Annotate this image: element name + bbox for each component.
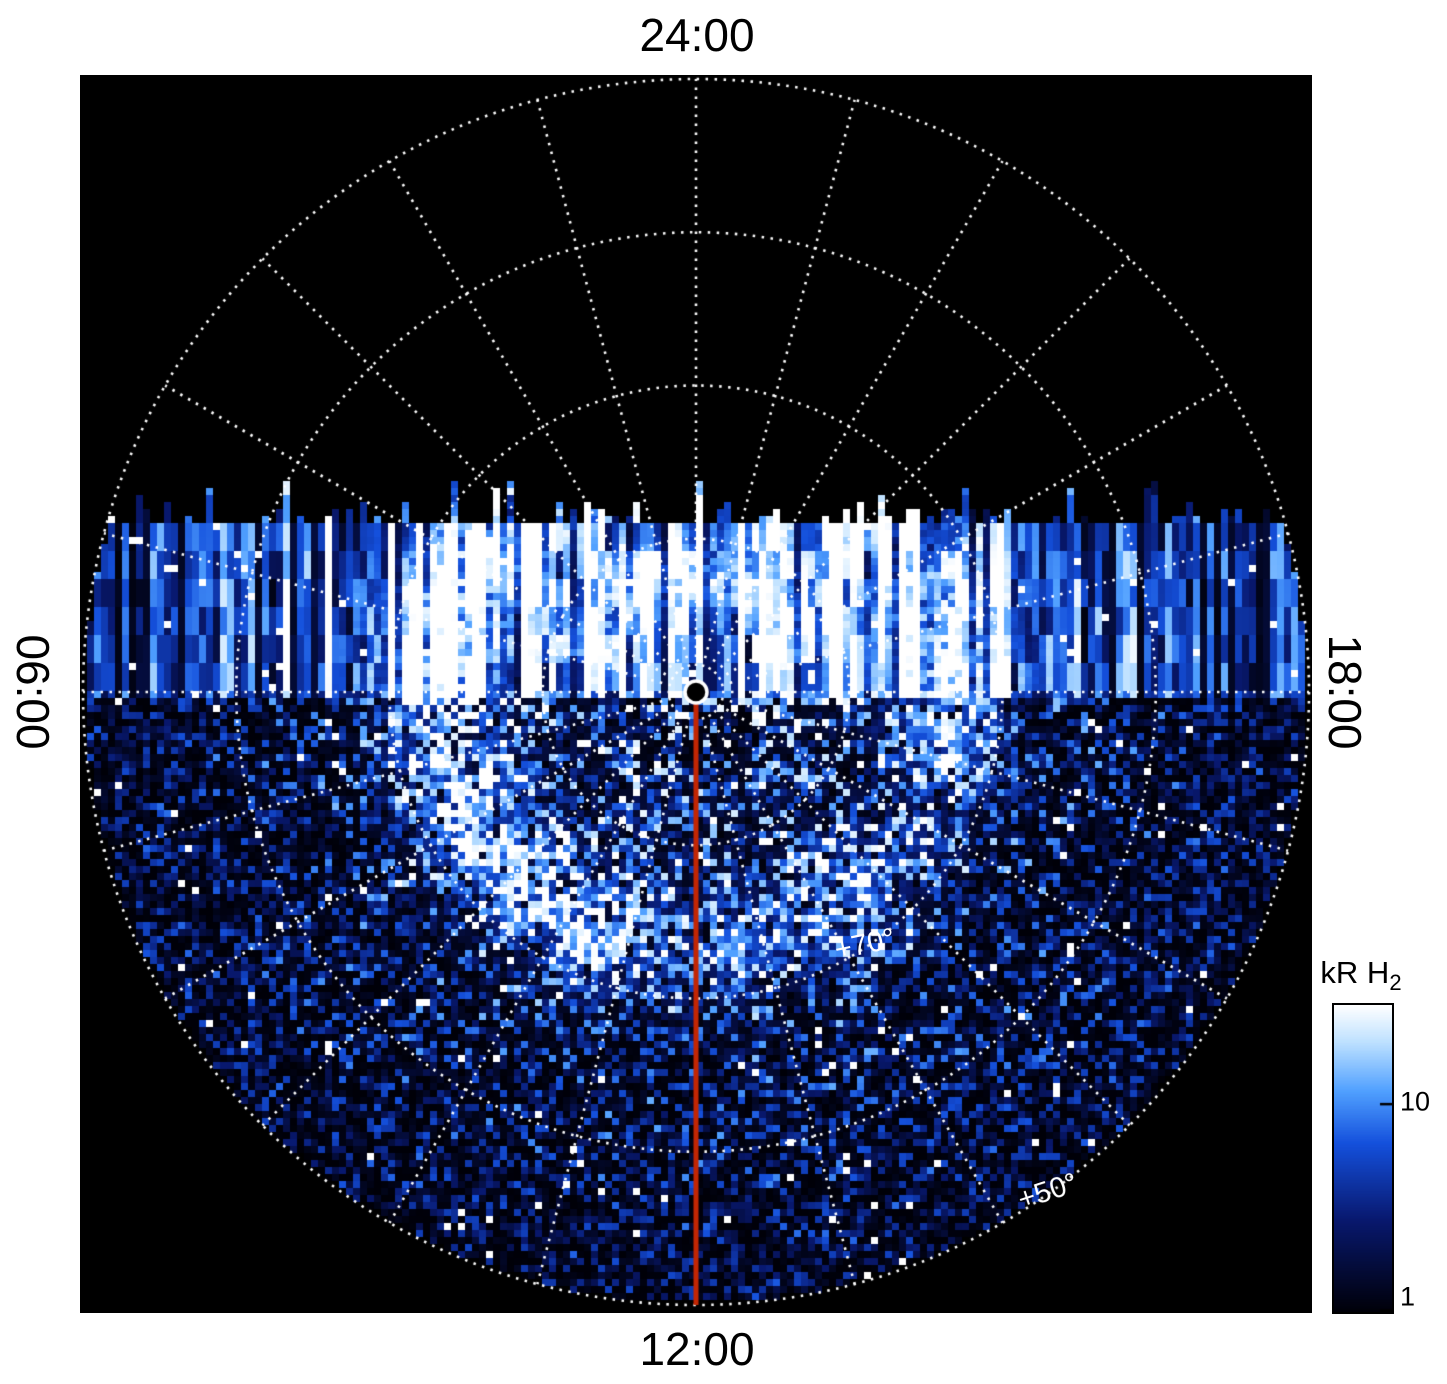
local-time-label-1800: 18:00 <box>1319 634 1371 750</box>
colorbar-gradient-canvas <box>1332 1003 1394 1314</box>
aurora-polar-map-canvas <box>80 75 1312 1313</box>
local-time-label-0600: 06:00 <box>7 634 59 750</box>
local-time-label-1200: 12:00 <box>639 1323 755 1375</box>
local-time-label-2400: 24:00 <box>639 9 755 61</box>
colorbar-tick-1: 1 <box>1400 1281 1416 1312</box>
colorbar-title-subscript: 2 <box>1389 970 1402 996</box>
colorbar-title: kR H2 <box>1320 955 1401 996</box>
colorbar-tick-10: 10 <box>1400 1086 1431 1117</box>
polar-plot-area <box>80 75 1312 1313</box>
colorbar <box>1332 1003 1394 1314</box>
colorbar-title-main: kR H <box>1320 955 1390 990</box>
